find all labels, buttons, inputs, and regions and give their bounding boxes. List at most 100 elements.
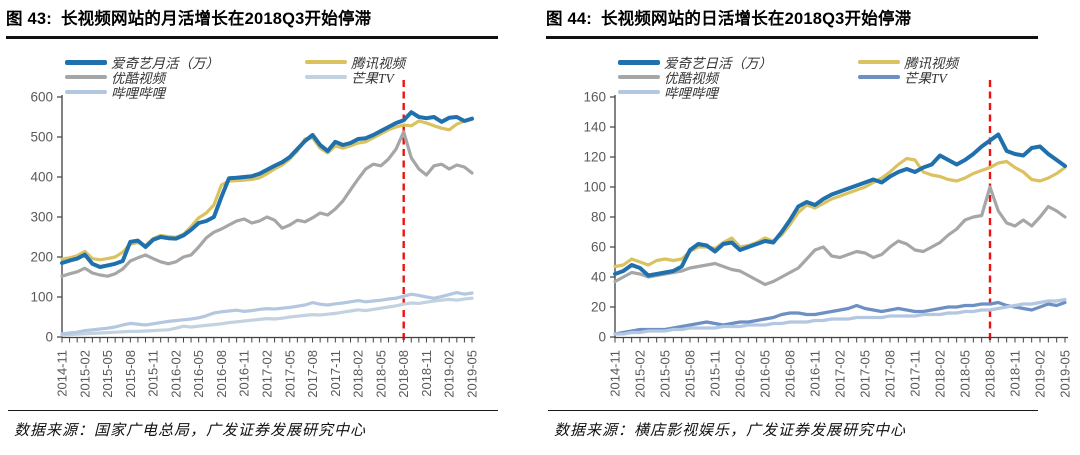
figure-title-text: 长视频网站的日活增长在2018Q3开始停滞 bbox=[600, 10, 912, 28]
x-tick-label: 2015-08 bbox=[683, 350, 698, 398]
legend-label: 哔哩哔哩 bbox=[664, 86, 718, 101]
x-tick-label: 2019-05 bbox=[1058, 350, 1073, 398]
x-tick-label: 2018-08 bbox=[396, 350, 411, 398]
x-tick-label: 2018-05 bbox=[373, 350, 388, 398]
figure-number: 图 44: bbox=[546, 10, 592, 28]
legend-label: 哔哩哔哩 bbox=[111, 86, 165, 101]
x-tick-label: 2019-02 bbox=[1033, 350, 1048, 398]
figure-43-title: 图 43: 长视频网站的月活增长在2018Q3开始停滞 bbox=[6, 5, 498, 39]
series-line-youku bbox=[60, 130, 474, 278]
legend-item-iqiyi: 爱奇艺日活（万） bbox=[618, 55, 772, 71]
x-tick-label: 2017-02 bbox=[833, 350, 848, 398]
x-tick-label: 2018-11 bbox=[419, 350, 434, 397]
figure-43-panel: 图 43: 长视频网站的月活增长在2018Q3开始停滞 爱奇艺月活（万） 优酷视频哔… bbox=[6, 5, 498, 440]
legend-label: 爱奇艺月活（万） bbox=[111, 56, 219, 71]
y-tick-label: 80 bbox=[591, 210, 606, 225]
y-tick-label: 40 bbox=[591, 270, 606, 285]
legend-line-swatch bbox=[65, 59, 107, 65]
legend-line-swatch bbox=[305, 60, 347, 64]
x-tick-label: 2019-02 bbox=[442, 350, 457, 398]
legend-line-swatch bbox=[618, 75, 660, 79]
legend-label: 芒果TV bbox=[351, 71, 394, 86]
legend-item-mango: 芒果TV bbox=[305, 70, 405, 86]
series-line-youku bbox=[613, 185, 1067, 287]
x-tick-label: 2016-08 bbox=[214, 350, 229, 398]
x-tick-label: 2015-08 bbox=[123, 350, 138, 398]
legend-label: 芒果TV bbox=[904, 71, 947, 86]
legend-line-swatch bbox=[305, 75, 347, 79]
legend-line-swatch bbox=[858, 60, 900, 64]
y-tick-label: 600 bbox=[30, 90, 53, 105]
y-tick-label: 100 bbox=[30, 290, 53, 305]
x-tick-label: 2017-05 bbox=[858, 350, 873, 398]
source-row: 数据来源：国家广电总局，广发证券发展研究中心 bbox=[8, 410, 498, 440]
x-tick-label: 2016-02 bbox=[733, 350, 748, 398]
x-tick-label: 2016-08 bbox=[783, 350, 798, 398]
legend-line-swatch bbox=[65, 90, 107, 94]
legend-column: 爱奇艺日活（万） 优酷视频 哔哩哔哩 bbox=[618, 55, 772, 101]
x-tick-label: 2016-02 bbox=[168, 350, 183, 398]
x-tick-label: 2018-08 bbox=[983, 350, 998, 398]
source-row: 数据来源：横店影视娱乐，广发证券发展研究中心 bbox=[548, 410, 1038, 440]
legend-line-swatch bbox=[858, 75, 900, 79]
legend-line-swatch bbox=[618, 90, 660, 94]
legend-item-bilibili: 哔哩哔哩 bbox=[618, 85, 772, 101]
series-line-iqiyi bbox=[60, 110, 474, 269]
legend-item-mango: 芒果TV bbox=[858, 70, 958, 86]
legend-column: 爱奇艺月活（万） 优酷视频 哔哩哔哩 bbox=[65, 55, 219, 101]
legend-item-tencent: 腾讯视频 bbox=[858, 55, 958, 71]
x-tick-label: 2014-11 bbox=[55, 350, 70, 397]
x-tick-label: 2017-08 bbox=[883, 350, 898, 398]
legend-label: 爱奇艺日活（万） bbox=[664, 56, 772, 71]
legend-item-youku: 优酷视频 bbox=[65, 70, 219, 86]
y-tick-label: 60 bbox=[591, 240, 606, 255]
series-line-tencent bbox=[60, 117, 474, 262]
figure-title-text: 长视频网站的月活增长在2018Q3开始停滞 bbox=[60, 10, 372, 28]
mau-line-chart: 0 100 200 300 400 500 600 2014-11 2015-02 2015-05… bbox=[30, 80, 480, 398]
x-tick-label: 2016-11 bbox=[808, 350, 823, 397]
legend-column: 腾讯视频 芒果TV bbox=[858, 55, 958, 86]
legend-label: 腾讯视频 bbox=[904, 56, 958, 71]
x-tick-label: 2018-11 bbox=[1008, 350, 1023, 397]
series-line-bilibili bbox=[60, 291, 474, 336]
x-tick-label: 2015-02 bbox=[633, 350, 648, 398]
y-tick-label: 200 bbox=[30, 250, 53, 265]
x-tick-label: 2016-05 bbox=[191, 350, 206, 398]
x-tick-label: 2015-02 bbox=[77, 350, 92, 398]
x-tick-label: 2015-11 bbox=[708, 350, 723, 397]
y-tick-label: 140 bbox=[583, 120, 606, 135]
x-tick-label: 2017-11 bbox=[328, 350, 343, 397]
series-line-bilibili bbox=[613, 297, 1067, 336]
x-tick-label: 2016-05 bbox=[758, 350, 773, 398]
figure-44-panel: 图 44: 长视频网站的日活增长在2018Q3开始停滞 爱奇艺日活（万） 优酷视频哔… bbox=[540, 0, 1080, 455]
legend-item-tencent: 腾讯视频 bbox=[305, 55, 405, 71]
y-tick-label: 120 bbox=[583, 150, 606, 165]
series-line-mango bbox=[613, 300, 1067, 336]
series-line-iqiyi bbox=[613, 132, 1067, 278]
x-tick-label: 2018-05 bbox=[958, 350, 973, 398]
y-tick-label: 0 bbox=[598, 330, 606, 345]
y-tick-label: 400 bbox=[30, 170, 53, 185]
legend-line-swatch bbox=[65, 75, 107, 79]
legend-item-bilibili: 哔哩哔哩 bbox=[65, 85, 219, 101]
y-tick-label: 20 bbox=[591, 300, 606, 315]
legend-label: 腾讯视频 bbox=[351, 56, 405, 71]
x-tick-label: 2015-05 bbox=[100, 350, 115, 398]
x-tick-label: 2015-11 bbox=[146, 350, 161, 397]
x-tick-label: 2019-05 bbox=[465, 350, 480, 398]
x-tick-label: 2015-05 bbox=[658, 350, 673, 398]
y-tick-label: 100 bbox=[583, 180, 606, 195]
x-tick-label: 2017-11 bbox=[908, 350, 923, 397]
y-tick-label: 500 bbox=[30, 130, 53, 145]
data-source: 数据来源：国家广电总局，广发证券发展研究中心 bbox=[14, 423, 367, 439]
x-tick-label: 2016-11 bbox=[237, 350, 252, 397]
figure-44-title: 图 44: 长视频网站的日活增长在2018Q3开始停滞 bbox=[546, 5, 1038, 39]
x-tick-label: 2017-02 bbox=[260, 350, 275, 398]
x-tick-label: 2018-02 bbox=[933, 350, 948, 398]
figure-number: 图 43: bbox=[6, 10, 52, 28]
legend-column: 腾讯视频 芒果TV bbox=[305, 55, 405, 86]
legend-item-iqiyi: 爱奇艺月活（万） bbox=[65, 55, 219, 71]
legend-label: 优酷视频 bbox=[664, 71, 718, 86]
legend-item-youku: 优酷视频 bbox=[618, 70, 772, 86]
